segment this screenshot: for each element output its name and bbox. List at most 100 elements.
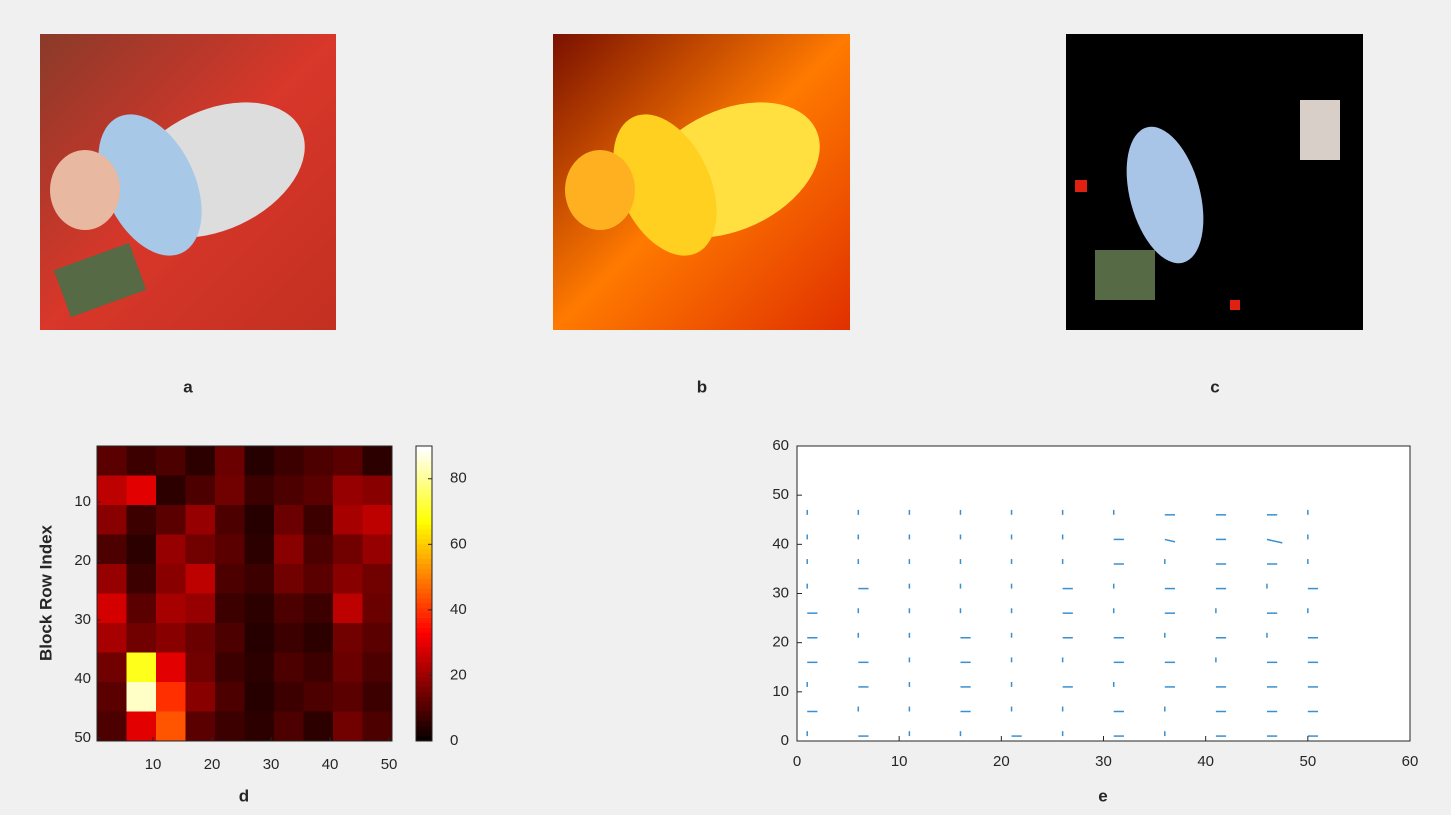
colorbar-step (416, 648, 432, 653)
photo-segmented (1066, 34, 1363, 330)
heat-cell (215, 682, 245, 712)
colorbar-step (416, 608, 432, 613)
colorbar-tick-label: 60 (450, 535, 467, 552)
heat-cell (333, 476, 363, 506)
colorbar-step (416, 643, 432, 648)
heat-cell (274, 682, 304, 712)
colorbar-step (416, 525, 432, 530)
heat-cell (274, 712, 304, 742)
axes-bg (797, 446, 1410, 741)
heat-cell (333, 712, 363, 742)
y-tick-label: 10 (772, 683, 789, 700)
heat-cell (333, 535, 363, 565)
heat-cell (127, 653, 157, 683)
colorbar-step (416, 446, 432, 451)
colorbar-tick-label: 0 (450, 732, 458, 749)
heat-cell (274, 653, 304, 683)
heat-cell (363, 594, 393, 624)
colorbar-step (416, 579, 432, 584)
colorbar-step (416, 603, 432, 608)
colorbar-step (416, 638, 432, 643)
y-tick-label: 50 (772, 486, 789, 503)
heat-cell (245, 535, 275, 565)
heat-cell (215, 712, 245, 742)
heat-cell (274, 564, 304, 594)
photo-original (40, 34, 336, 330)
panel-label: a (183, 377, 193, 396)
heat-cell (186, 564, 216, 594)
colorbar-step (416, 613, 432, 618)
x-tick-label: 50 (1299, 753, 1316, 770)
colorbar-step (416, 584, 432, 589)
colorbar-step (416, 574, 432, 579)
heat-cell (274, 505, 304, 535)
heat-cell (245, 712, 275, 742)
colorbar-step (416, 589, 432, 594)
x-tick-label: 50 (381, 756, 398, 773)
heat-cell (304, 712, 334, 742)
heat-cell (97, 594, 127, 624)
colorbar-step (416, 520, 432, 525)
heat-cell (215, 535, 245, 565)
heat-cell (245, 653, 275, 683)
colorbar-step (416, 554, 432, 559)
y-tick-label: 0 (781, 732, 789, 749)
heat-cell (186, 653, 216, 683)
y-tick-label: 20 (772, 634, 789, 651)
heat-cell (333, 623, 363, 653)
x-tick-label: 10 (891, 753, 908, 770)
heat-cell (363, 623, 393, 653)
y-tick-label: 10 (74, 493, 91, 510)
heat-cell (97, 535, 127, 565)
colorbar-step (416, 466, 432, 471)
heat-cell (274, 623, 304, 653)
heat-cell (333, 505, 363, 535)
y-tick-label: 60 (772, 437, 789, 454)
heat-cell (245, 564, 275, 594)
panel-label: c (1210, 377, 1219, 396)
heat-cell (274, 594, 304, 624)
heat-cell (156, 682, 186, 712)
y-tick-label: 20 (74, 552, 91, 569)
heat-cell (186, 505, 216, 535)
colorbar-step (416, 623, 432, 628)
colorbar-step (416, 697, 432, 702)
heat-cell (363, 476, 393, 506)
heat-cell (215, 476, 245, 506)
heat-cell (245, 446, 275, 476)
heat-cell (304, 682, 334, 712)
heat-cell (215, 446, 245, 476)
heat-cell (333, 653, 363, 683)
panel-label: e (1098, 786, 1107, 805)
heat-cell (156, 564, 186, 594)
panel-label: d (239, 786, 249, 805)
heat-cell (156, 446, 186, 476)
colorbar-step (416, 712, 432, 717)
colorbar-step (416, 653, 432, 658)
heat-cell (333, 446, 363, 476)
figure: a b c d e Block Row Index 10203040501020… (0, 0, 1451, 815)
heat-cell (304, 505, 334, 535)
heat-cell (127, 505, 157, 535)
colorbar-step (416, 461, 432, 466)
colorbar-step (416, 662, 432, 667)
colorbar-step (416, 569, 432, 574)
y-tick-label: 30 (772, 584, 789, 601)
heat-cell (304, 594, 334, 624)
heat-cell (156, 712, 186, 742)
colorbar-tick-label: 20 (450, 666, 467, 683)
heat-cell (304, 476, 334, 506)
heat-cell (304, 653, 334, 683)
colorbar-step (416, 530, 432, 535)
heat-cell (97, 564, 127, 594)
heat-cell (304, 446, 334, 476)
colorbar-step (416, 471, 432, 476)
heat-cell (156, 476, 186, 506)
heat-cell (97, 505, 127, 535)
heat-cell (304, 623, 334, 653)
colorbar-step (416, 456, 432, 461)
heat-cell (127, 446, 157, 476)
heat-cell (274, 535, 304, 565)
heat-cell (363, 682, 393, 712)
colorbar-step (416, 707, 432, 712)
